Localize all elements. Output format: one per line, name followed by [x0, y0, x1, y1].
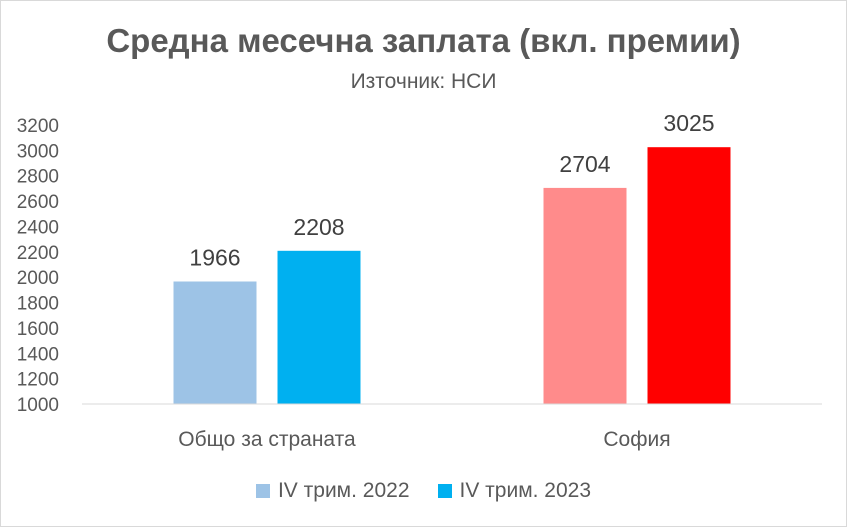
- x-axis: Общо за страната София: [82, 403, 822, 451]
- legend-item-2022: IV трим. 2022: [255, 479, 410, 503]
- plot-area: 1000 1200 1400 1600 1800 2000 2200 2400 2600 2800…: [17, 110, 822, 451]
- legend-swatch-2023: [437, 484, 452, 498]
- bars: [173, 147, 731, 404]
- legend-label-2023: IV трим. 2023: [459, 479, 592, 502]
- y-tick-label: 1200: [17, 370, 59, 391]
- y-tick-label: 2400: [17, 217, 59, 238]
- y-tick-label: 1600: [17, 319, 59, 340]
- y-tick-label: 2200: [17, 243, 59, 264]
- x-category-label: Общо за страната: [178, 428, 356, 451]
- bar: [277, 250, 361, 404]
- y-axis: 1000 1200 1400 1600 1800 2000 2200 2400 2600 2800…: [17, 116, 59, 416]
- bar: [173, 281, 257, 404]
- data-label: 3025: [663, 110, 714, 136]
- value-labels: 1966 2208 2704 3025: [189, 110, 714, 270]
- y-tick-label: 2600: [17, 192, 59, 213]
- y-tick-label: 2000: [17, 268, 59, 289]
- legend-label-2022: IV трим. 2022: [277, 479, 410, 502]
- y-tick-label: 3000: [17, 141, 59, 162]
- data-label: 1966: [189, 244, 240, 270]
- data-label: 2208: [293, 214, 344, 240]
- bar: [647, 147, 731, 404]
- y-tick-label: 2800: [17, 167, 59, 188]
- y-tick-label: 3200: [17, 116, 59, 137]
- x-category-label: София: [603, 428, 670, 451]
- data-label: 2704: [559, 151, 610, 177]
- legend: IV трим. 2022 IV трим. 2023: [0, 479, 847, 503]
- legend-item-2023: IV трим. 2023: [437, 479, 592, 503]
- y-tick-label: 1400: [17, 344, 59, 365]
- chart-title: Средна месечна заплата (вкл. премии): [106, 22, 741, 59]
- y-tick-label: 1800: [17, 294, 59, 315]
- y-tick-label: 1000: [17, 395, 59, 416]
- chart-subtitle: Източник: НСИ: [350, 70, 497, 93]
- legend-swatch-2022: [255, 484, 270, 498]
- bar: [543, 187, 627, 404]
